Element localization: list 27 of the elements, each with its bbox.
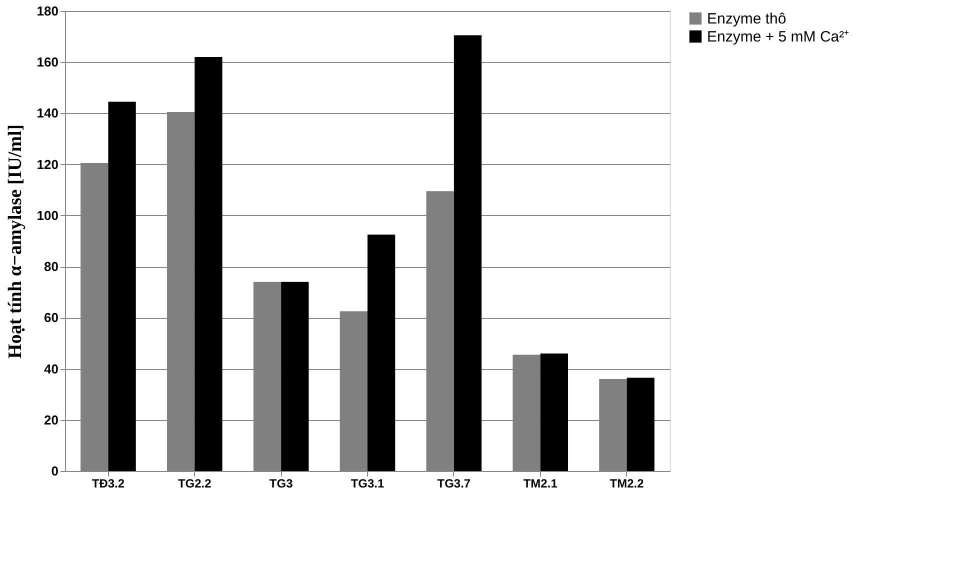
y-tick-label: 160 [36,54,58,70]
x-tick-label: TG2.2 [178,476,212,490]
y-tick-label: 20 [44,412,58,428]
legend-label: Enzyme thô [707,10,786,28]
y-tick-label: 60 [44,310,58,326]
y-tick-label: 100 [36,208,58,223]
bar [368,234,396,471]
bar [194,57,222,471]
y-tick-label: 0 [51,464,58,478]
bar [454,35,482,471]
bar [626,378,654,471]
x-tick-label: TM2.1 [523,476,558,490]
y-tick-label: 180 [36,4,58,18]
x-tick-label: TG3 [269,476,294,490]
legend-label: Enzyme + 5 mM Ca²⁺ [707,28,850,46]
x-tick-label: TG3.1 [350,476,384,490]
y-tick-label: 40 [44,361,58,376]
y-tick-label: 140 [36,106,58,121]
bar [108,102,136,471]
x-tick-label: TG3.7 [437,476,471,490]
x-tick-label: TĐ3.2 [92,476,125,490]
bar [540,353,568,471]
y-axis-title: Hoạt tính α−amylase [IU/ml] [4,124,26,359]
x-tick-label: TM2.2 [610,476,644,490]
y-tick-label: 120 [36,156,58,172]
y-tick-label: 80 [44,259,58,274]
bar [281,282,309,471]
